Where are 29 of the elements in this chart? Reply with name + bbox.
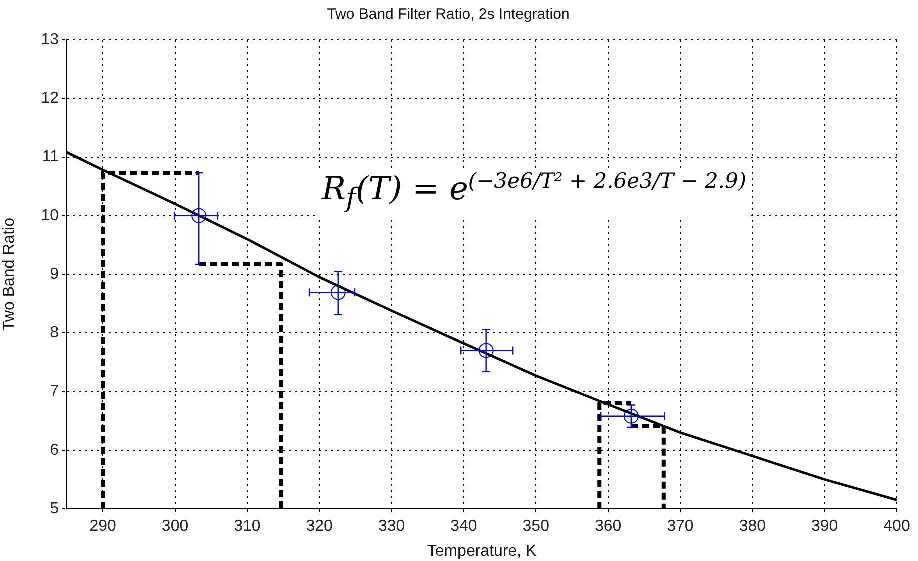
x-tick-label: 290 — [90, 518, 117, 536]
annotation: R$_{f}$(T) = e$^{(−3e6/T² + 2.6e3/T − 2.9)}$ — [318, 168, 751, 217]
x-axis-title: Temperature, K — [427, 542, 538, 560]
y-tick-label: 8 — [50, 324, 60, 342]
x-tick-label: 300 — [162, 518, 189, 536]
x-tick-label: 310 — [234, 518, 261, 536]
y-tick-label: 11 — [42, 148, 60, 166]
point — [478, 343, 494, 358]
y-axis-title: Two Band Ratio — [1, 218, 18, 331]
y-tick-label: 5 — [50, 500, 60, 518]
x-tick-label: 370 — [667, 518, 694, 536]
x-tick-label: 320 — [306, 518, 334, 536]
y-tick-label: 10 — [41, 207, 60, 224]
x-tick-label: 340 — [450, 518, 478, 536]
chart-title: Two Band Filter Ratio, 2s Integration — [327, 6, 570, 24]
y-tick-label: 6 — [50, 442, 60, 459]
x-tick-label: 330 — [378, 518, 406, 536]
y-tick-label: 13 — [41, 31, 60, 48]
x-tick-label: 360 — [594, 518, 622, 536]
x-tick-label: 400 — [884, 518, 910, 536]
point — [192, 208, 207, 224]
point — [624, 408, 639, 424]
y-tick-label: 12 — [41, 90, 60, 108]
x-tick-label: 350 — [522, 518, 550, 536]
y-tick-label: 9 — [50, 266, 60, 283]
x-tick-label: 380 — [739, 518, 766, 536]
point — [330, 285, 346, 300]
y-tick-label: 7 — [50, 383, 60, 400]
x-tick-label: 390 — [811, 518, 838, 536]
